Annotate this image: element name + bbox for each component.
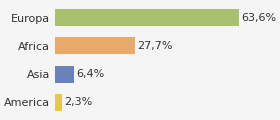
Bar [55,37,135,54]
Bar [55,94,62,111]
Bar [55,9,239,26]
Bar [55,66,74,83]
Text: 27,7%: 27,7% [137,41,173,51]
Text: 2,3%: 2,3% [64,97,92,107]
Text: 6,4%: 6,4% [76,69,104,79]
Text: 63,6%: 63,6% [241,13,276,23]
